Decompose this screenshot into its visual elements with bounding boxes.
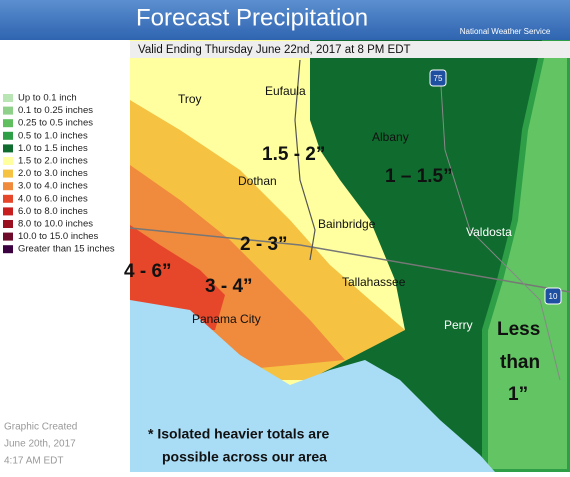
river [294, 59, 316, 261]
region-label: Less [497, 319, 540, 340]
state-line [129, 227, 570, 293]
subtitle: Valid Ending Thursday June 22nd, 2017 at… [138, 44, 411, 56]
gulf-water [130, 300, 495, 472]
legend-label: 6.0 to 8.0 inches [18, 206, 88, 217]
interstate-label: 10 [549, 292, 558, 301]
city: Tallahassee [342, 275, 406, 289]
legend-label: 0.5 to 1.0 inches [18, 130, 88, 141]
agency: National Weather Service [460, 27, 551, 36]
region-label: 2 - 3” [240, 234, 288, 255]
region-label: 1.5 - 2” [262, 144, 325, 165]
created-line: Graphic Created [4, 422, 77, 433]
city: Perry [444, 318, 473, 332]
city: Panama City [192, 312, 261, 326]
header-bar [0, 0, 570, 40]
legend-label: 0.25 to 0.5 inches [18, 118, 93, 129]
map [129, 37, 570, 475]
city: Bainbridge [318, 217, 376, 231]
city: Dothan [238, 174, 277, 188]
legend-swatch [3, 245, 13, 254]
legend-swatch [3, 157, 13, 165]
legend-swatch [3, 94, 13, 102]
legend-label: 2.0 to 3.0 inches [18, 168, 88, 179]
note-line: * Isolated heavier totals are [148, 426, 330, 442]
note-line: possible across our area [162, 449, 327, 465]
created-line: June 20th, 2017 [4, 439, 76, 450]
legend-swatch [3, 119, 13, 128]
legend-label: 1.5 to 2.0 inches [18, 156, 88, 167]
legend-label: Greater than 15 inches [18, 244, 115, 255]
legend-swatch [3, 207, 13, 216]
legend-swatch [3, 220, 13, 228]
legend-swatch [3, 131, 13, 140]
legend-label: 10.0 to 15.0 inches [18, 231, 99, 242]
legend-swatch [3, 182, 13, 191]
legend-label: 8.0 to 10.0 inches [18, 219, 93, 230]
legend-label: 4.0 to 6.0 inches [18, 193, 88, 204]
region-label: 4 - 6” [124, 261, 172, 282]
city: Albany [372, 130, 409, 144]
region-label: 3 - 4” [205, 276, 253, 297]
legend-label: 3.0 to 4.0 inches [18, 181, 88, 192]
city: Troy [178, 92, 202, 106]
city: Valdosta [466, 225, 512, 239]
legend-swatch [3, 106, 13, 115]
interstate-shield [544, 287, 562, 305]
legend-label: 1.0 to 1.5 inches [18, 143, 88, 154]
legend-swatch [3, 144, 13, 153]
interstate-shield [429, 69, 447, 87]
legend-swatch [3, 194, 13, 203]
legend-swatch [3, 169, 13, 178]
zone-red [130, 225, 225, 330]
city: Eufaula [265, 84, 306, 98]
region-label: 1 – 1.5” [385, 166, 453, 187]
legend-label: 0.1 to 0.25 inches [18, 105, 93, 116]
title: Forecast Precipitation [136, 4, 368, 31]
region-label: than [500, 352, 540, 373]
legend-swatch [3, 232, 13, 241]
zone-light-green [482, 37, 570, 475]
region-label: 1” [508, 384, 528, 405]
created-line: 4:17 AM EDT [4, 456, 63, 467]
subtitle-strip [130, 41, 570, 58]
highway [439, 69, 561, 381]
legend-label: Up to 0.1 inch [18, 93, 77, 104]
zone-dark-green [130, 40, 545, 472]
interstate-label: 75 [434, 74, 443, 83]
